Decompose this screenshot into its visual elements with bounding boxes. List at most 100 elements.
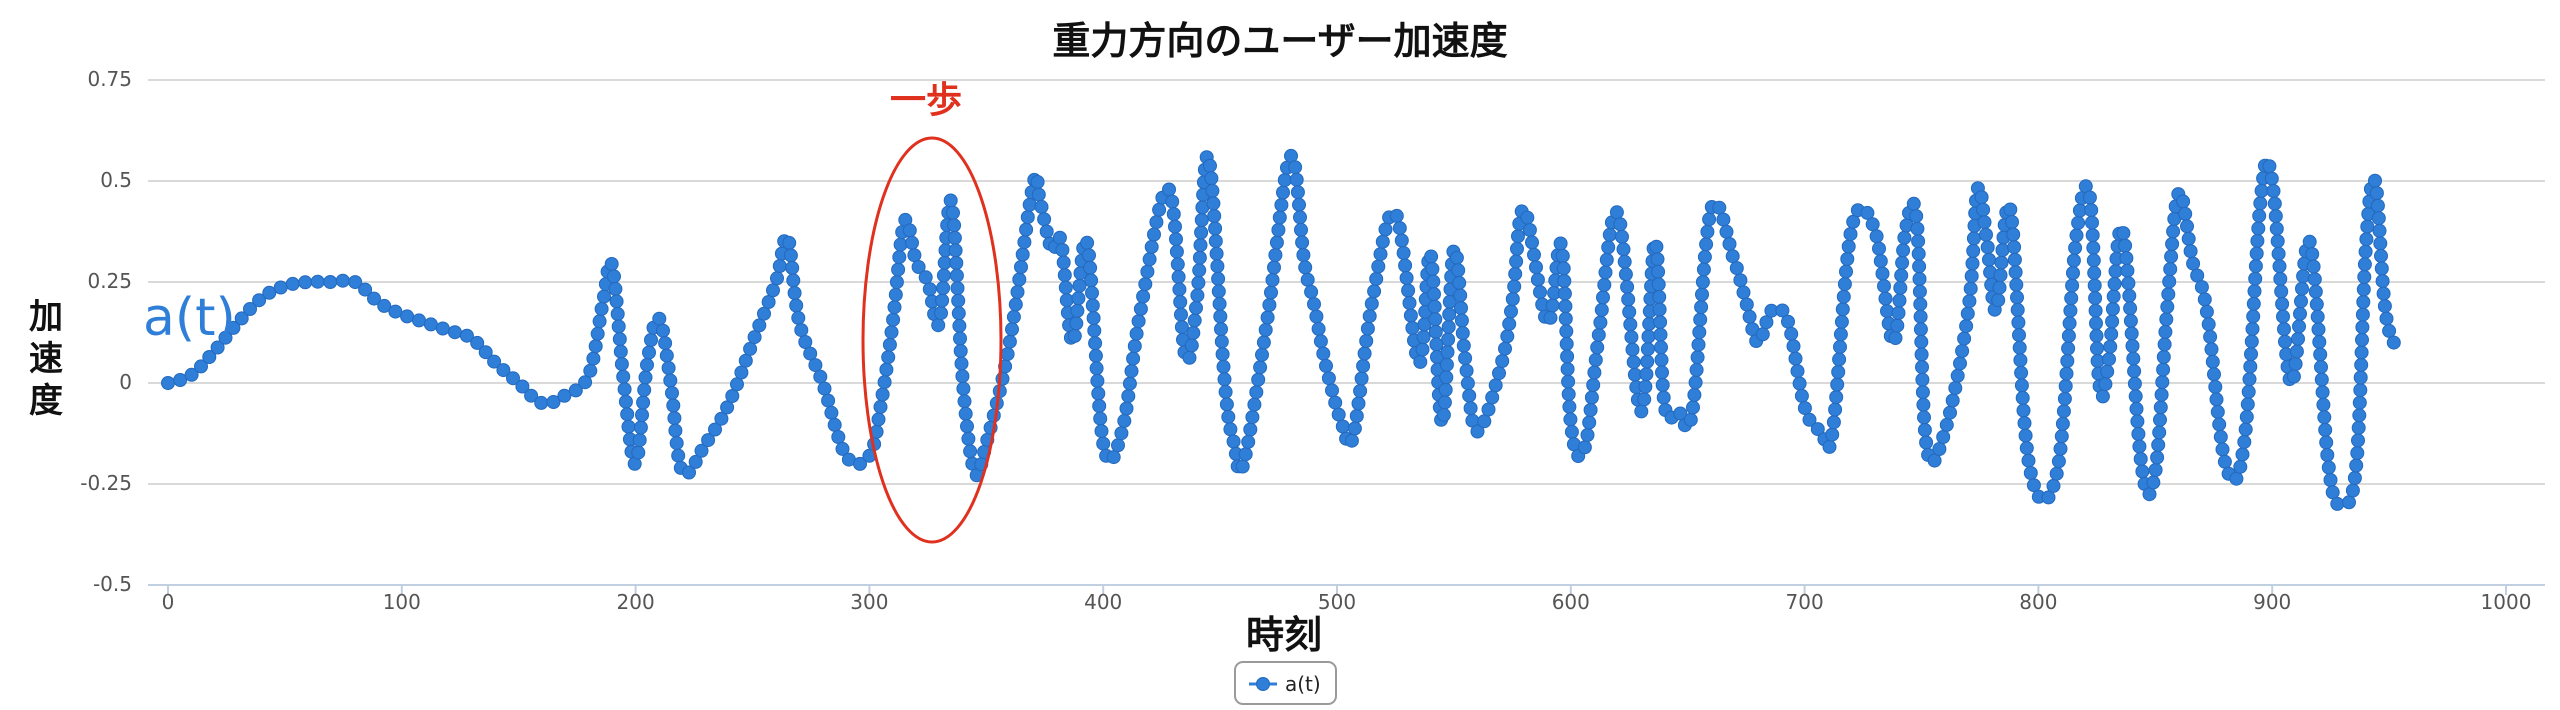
data-point: [986, 408, 1001, 423]
data-point: [335, 273, 350, 288]
data-point: [614, 357, 629, 372]
data-point: [1219, 397, 1234, 412]
data-point: [1784, 326, 1799, 341]
data-point: [2150, 450, 2165, 465]
legend-label-a-t[interactable]: a(t): [1285, 672, 1321, 696]
data-point: [2154, 387, 2169, 402]
legend-box[interactable]: [1234, 661, 1337, 705]
data-point: [1114, 426, 1129, 441]
data-point: [1274, 198, 1289, 212]
data-point: [1136, 289, 1151, 304]
data-point: [2086, 253, 2101, 268]
data-point: [1039, 224, 1054, 239]
data-point: [1256, 335, 1271, 350]
data-point: [1656, 390, 1671, 405]
data-point: [592, 314, 607, 329]
data-point: [1623, 317, 1638, 332]
data-point: [568, 383, 583, 398]
data-point: [808, 358, 823, 373]
data-point: [953, 331, 967, 346]
data-point: [1688, 375, 1703, 390]
data-point: [761, 295, 776, 309]
data-point: [2090, 341, 2104, 356]
data-point: [1147, 227, 1161, 242]
data-point: [877, 375, 892, 390]
data-point: [1378, 222, 1393, 237]
data-point: [1563, 412, 1578, 427]
data-point: [1878, 291, 1893, 306]
data-point: [1294, 222, 1308, 237]
data-point: [1389, 208, 1404, 223]
x-tick-label: 400: [1084, 590, 1122, 614]
data-point: [1295, 235, 1310, 250]
data-point: [2186, 256, 2201, 271]
data-point: [2123, 313, 2138, 328]
data-point: [1620, 279, 1635, 294]
data-point: [730, 377, 744, 392]
data-point: [2124, 326, 2139, 341]
data-point: [2051, 454, 2066, 469]
data-point: [226, 320, 241, 335]
data-point: [2292, 319, 2306, 334]
data-point: [2302, 234, 2317, 249]
data-point: [388, 304, 403, 319]
data-point: [2125, 339, 2140, 353]
data-point: [871, 412, 886, 427]
data-point: [1092, 399, 1107, 413]
data-point: [2085, 228, 2100, 243]
data-point: [2119, 251, 2134, 266]
chart-title: 重力方向のユーザー加速度: [1052, 19, 1507, 63]
data-point: [609, 294, 624, 309]
data-point: [252, 293, 267, 308]
data-point: [578, 375, 593, 390]
data-point: [2355, 332, 2369, 347]
data-point: [853, 456, 867, 471]
data-point: [1507, 279, 1522, 294]
data-point: [2085, 215, 2099, 230]
data-point: [1912, 284, 1927, 299]
data-point: [1992, 280, 2007, 295]
data-point: [882, 337, 897, 352]
data-point: [2089, 316, 2103, 331]
data-point: [1837, 277, 1852, 292]
data-point: [1439, 357, 1454, 372]
data-point: [1212, 296, 1227, 311]
data-point: [1965, 256, 1980, 271]
data-point: [1873, 254, 1888, 269]
data-point: [2062, 316, 2077, 331]
data-point: [1533, 285, 1547, 300]
data-point: [2351, 433, 2365, 448]
data-point: [2272, 259, 2287, 274]
legend[interactable]: a(t): [1234, 661, 1337, 705]
legend-marker-symbol: [1256, 677, 1270, 691]
step-highlight-ellipse: [861, 136, 1003, 544]
data-point: [2152, 425, 2167, 440]
data-point: [2253, 196, 2268, 211]
data-point: [817, 381, 832, 396]
data-point: [184, 367, 199, 382]
data-point: [1172, 282, 1187, 297]
data-point: [1712, 200, 1727, 215]
data-point: [2357, 257, 2372, 272]
data-point: [957, 394, 972, 409]
data-point: [1173, 295, 1188, 309]
data-point: [1427, 287, 1441, 302]
data-point: [2199, 304, 2214, 319]
data-point: [1142, 252, 1157, 267]
data-point: [2359, 232, 2374, 247]
data-point: [2368, 173, 2382, 188]
data-point: [1625, 342, 1640, 357]
data-point: [616, 369, 631, 384]
data-point: [1617, 254, 1632, 269]
data-point: [2311, 322, 2326, 337]
data-point: [642, 345, 656, 360]
data-point: [1144, 239, 1159, 254]
data-point: [892, 250, 907, 265]
data-point: [2064, 291, 2079, 306]
data-point: [2345, 483, 2360, 498]
data-point: [2088, 291, 2103, 306]
data-point: [1328, 395, 1343, 410]
series-annotation-a-t: a(t): [143, 288, 236, 348]
data-point: [1559, 324, 1574, 339]
data-point: [2212, 417, 2227, 432]
